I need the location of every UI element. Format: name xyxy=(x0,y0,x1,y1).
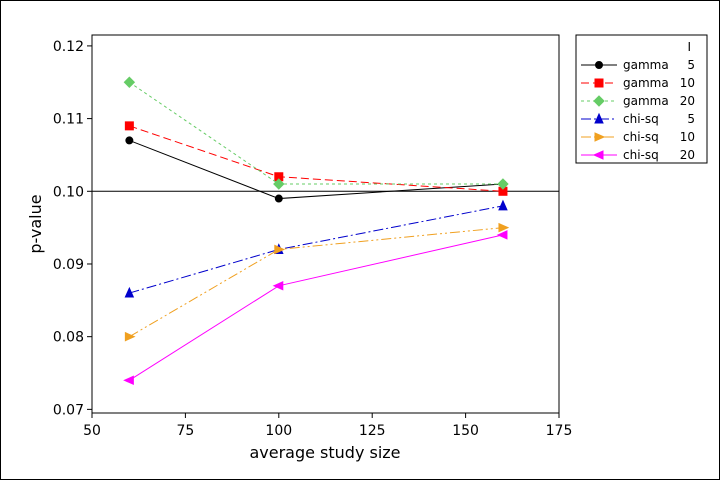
data-point-marker xyxy=(272,281,284,291)
legend-entry: chi-sq 20 xyxy=(581,148,695,162)
y-tick-label: 0.08 xyxy=(53,330,84,346)
legend-i-value: 5 xyxy=(687,58,695,72)
series-line xyxy=(129,205,504,294)
data-point-marker xyxy=(123,375,134,386)
data-point-marker xyxy=(125,136,134,145)
plot-area xyxy=(91,34,560,414)
legend-entry: gamma 10 xyxy=(581,76,695,90)
data-point-marker xyxy=(595,61,603,69)
legend-label: chi-sq xyxy=(623,112,659,126)
legend-label: chi-sq xyxy=(623,130,659,144)
series-line xyxy=(129,227,504,338)
legend-header: I xyxy=(687,40,691,54)
legend-i-value: 20 xyxy=(680,148,695,162)
data-point-marker xyxy=(498,199,508,211)
y-axis-label: p-value xyxy=(26,194,45,253)
x-tick-label: 100 xyxy=(265,423,292,439)
y-tick-label: 0.12 xyxy=(53,39,84,55)
y-tick-label: 0.11 xyxy=(53,112,84,128)
x-axis-label: average study size xyxy=(249,443,400,462)
data-point-marker xyxy=(594,132,606,142)
legend-label: chi-sq xyxy=(623,148,659,162)
y-tick-label: 0.07 xyxy=(53,402,84,418)
data-point-marker xyxy=(274,244,286,255)
x-tick-label: 175 xyxy=(546,423,573,439)
legend-entry: chi-sq 5 xyxy=(581,112,695,126)
data-point-marker xyxy=(594,78,604,88)
x-tick-label: 150 xyxy=(452,423,479,439)
legend-label: gamma xyxy=(623,94,669,108)
axes-group: 50 75 100 125 150 175 0.07 0.08 0.09 0.10 0.11 0.12 xyxy=(53,39,573,439)
data-point-marker xyxy=(123,76,136,88)
data-point-marker xyxy=(124,331,136,342)
y-tick-label: 0.09 xyxy=(53,257,84,273)
legend-i-value: 5 xyxy=(687,112,695,126)
series-chi-sq-20 xyxy=(123,230,508,386)
data-point-marker xyxy=(273,178,285,190)
series-chi-sq-10 xyxy=(124,222,510,342)
legend-entry: gamma 5 xyxy=(581,58,695,72)
data-point-marker xyxy=(498,222,510,233)
series-group xyxy=(123,76,510,386)
legend-i-value: 10 xyxy=(680,76,695,90)
legend-entry: gamma 20 xyxy=(581,94,695,108)
data-point-marker xyxy=(274,194,283,203)
x-tick-label: 125 xyxy=(359,423,386,439)
legend-i-value: 20 xyxy=(680,94,695,108)
legend-label: gamma xyxy=(623,58,669,72)
x-tick-label: 50 xyxy=(83,423,101,439)
series-gamma-10 xyxy=(124,121,508,196)
legend-label: gamma xyxy=(623,76,669,90)
data-point-marker xyxy=(592,150,604,160)
y-tick-label: 0.10 xyxy=(53,184,84,200)
data-point-marker xyxy=(496,230,508,240)
data-point-marker xyxy=(124,286,135,298)
data-point-marker xyxy=(593,95,605,107)
data-point-marker xyxy=(594,112,604,124)
data-point-marker xyxy=(497,178,509,190)
legend-i-value: 10 xyxy=(680,130,695,144)
legend-entry: chi-sq 10 xyxy=(581,130,695,144)
series-gamma-20 xyxy=(123,76,509,190)
x-tick-label: 75 xyxy=(176,423,194,439)
data-point-marker xyxy=(124,121,134,131)
